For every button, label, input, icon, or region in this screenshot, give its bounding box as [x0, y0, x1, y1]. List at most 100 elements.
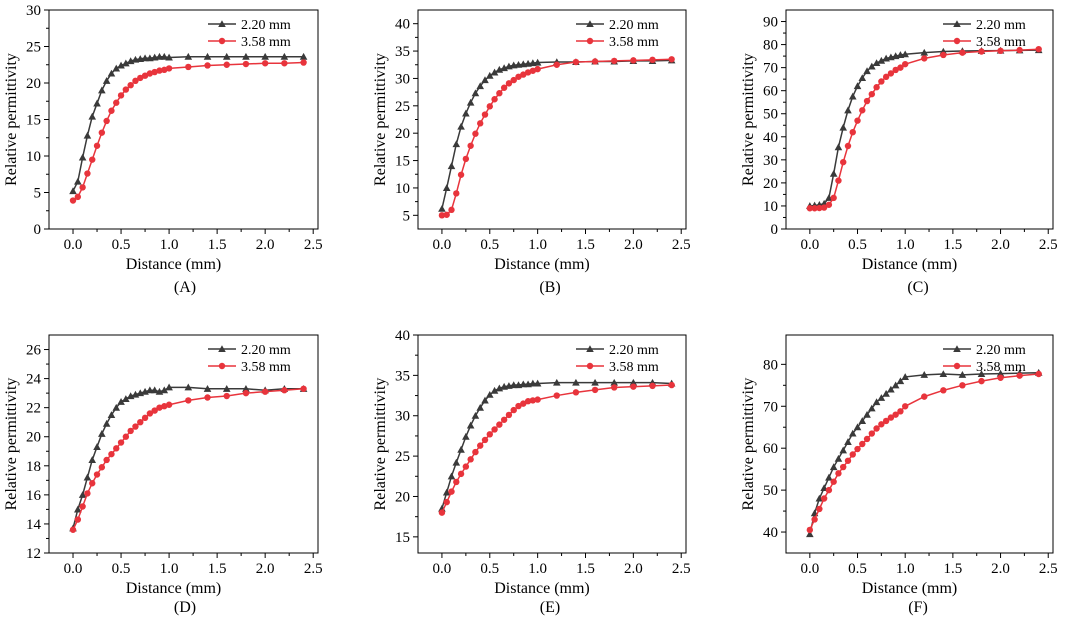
x-tick-label: 0.0: [433, 237, 452, 253]
data-point: [877, 394, 886, 401]
y-tick-label: 70: [763, 399, 778, 415]
chart-panel-4: 0.0 0.5 1.0 1.5 2.0 2.5 12 14 16 18 20 22 24 26 Distan…: [3, 334, 323, 616]
chart-panel-6: 0.0 0.5 1.0 1.5 2.0 2.5 40 50 60 70 80 Distance (mm…: [740, 334, 1058, 616]
data-point: [486, 103, 493, 110]
y-tick-label: 40: [395, 328, 410, 344]
y-tick-label: 25: [26, 40, 41, 56]
data-point: [811, 516, 818, 523]
legend-marker: [953, 20, 961, 28]
data-point: [610, 378, 619, 386]
data-point: [853, 82, 862, 90]
data-point: [849, 128, 856, 136]
legend-entry: 3.58 mm: [943, 35, 1026, 50]
legend-label: 2.20 mm: [241, 343, 291, 358]
legend-marker: [218, 362, 226, 370]
data-point: [868, 90, 876, 98]
data-point: [151, 68, 158, 76]
x-tick-label: 0.0: [800, 561, 819, 577]
x-tick-label: 2.5: [672, 237, 691, 253]
data-point: [519, 380, 528, 388]
data-point: [553, 392, 560, 399]
y-axis-label: Relative permittivity: [372, 378, 389, 511]
x-tick-label: 1.0: [896, 237, 915, 253]
y-tick-label: 15: [395, 530, 410, 546]
x-tick-label: 0.5: [480, 561, 499, 577]
data-point: [222, 52, 231, 60]
legend-label: 3.58 mm: [241, 360, 291, 375]
data-point: [74, 193, 82, 201]
data-point: [74, 505, 82, 513]
panel-label: (C): [907, 279, 928, 296]
data-point: [300, 385, 307, 392]
y-tick-label: 14: [26, 517, 42, 533]
data-point: [844, 438, 852, 445]
data-point: [117, 61, 125, 69]
data-point: [611, 57, 618, 65]
data-point: [806, 530, 814, 538]
data-point: [165, 383, 173, 391]
data-point: [873, 84, 880, 91]
panel-label: (B): [539, 279, 560, 296]
data-point: [98, 430, 106, 437]
data-point: [920, 371, 929, 378]
data-point: [242, 389, 250, 397]
y-tick-label: 60: [763, 84, 778, 100]
data-point: [887, 70, 895, 77]
data-point: [806, 205, 814, 212]
data-point: [529, 397, 537, 404]
legend-marker: [953, 362, 961, 370]
x-axis-label: Distance (mm): [862, 580, 958, 597]
data-point: [853, 423, 862, 431]
y-tick-label: 30: [26, 3, 41, 19]
series-line: [441, 384, 672, 513]
series-line: [441, 381, 672, 509]
panel-label: (E): [540, 599, 560, 616]
legend-marker: [586, 20, 594, 28]
x-tick-label: 1.5: [944, 561, 963, 577]
series-line: [72, 55, 304, 192]
data-point: [84, 490, 91, 497]
data-point: [649, 382, 656, 390]
data-point: [505, 411, 513, 419]
data-point: [534, 65, 541, 73]
data-point: [491, 426, 498, 433]
legend-marker: [586, 362, 594, 370]
legend-entry: 3.58 mm: [208, 360, 291, 375]
y-tick-label: 0: [771, 222, 779, 238]
x-tick-label: 0.5: [112, 237, 131, 253]
data-point: [496, 90, 503, 97]
data-point: [108, 107, 115, 114]
x-axis-label: Distance (mm): [862, 256, 958, 273]
y-tick-label: 25: [395, 449, 410, 465]
y-tick-label: 22: [26, 401, 41, 417]
data-point: [490, 386, 499, 394]
data-point: [83, 131, 92, 139]
data-point: [877, 56, 886, 64]
data-point: [844, 106, 852, 114]
data-point: [122, 59, 130, 67]
data-point: [959, 382, 966, 389]
data-point: [107, 411, 116, 418]
data-point: [840, 158, 847, 166]
legend-label: 3.58 mm: [609, 360, 659, 375]
data-point: [825, 486, 833, 494]
data-point: [476, 403, 485, 411]
legend-entry: 2.20 mm: [208, 18, 291, 33]
y-tick-label: 90: [763, 15, 778, 31]
y-axis-label: Relative permittivity: [740, 378, 757, 511]
data-point: [462, 109, 470, 117]
legend-marker: [586, 37, 594, 45]
data-point: [505, 80, 513, 87]
legend-entry: 2.20 mm: [208, 343, 291, 358]
data-point: [103, 117, 110, 125]
data-point: [844, 142, 852, 150]
data-point: [901, 50, 909, 58]
y-tick-label: 16: [26, 488, 42, 504]
plot-frame: [785, 9, 1054, 230]
x-tick-label: 2.0: [991, 561, 1010, 577]
x-tick-label: 2.0: [991, 237, 1010, 253]
data-point: [472, 130, 479, 137]
data-point: [611, 384, 618, 391]
x-tick-label: 1.0: [896, 561, 915, 577]
